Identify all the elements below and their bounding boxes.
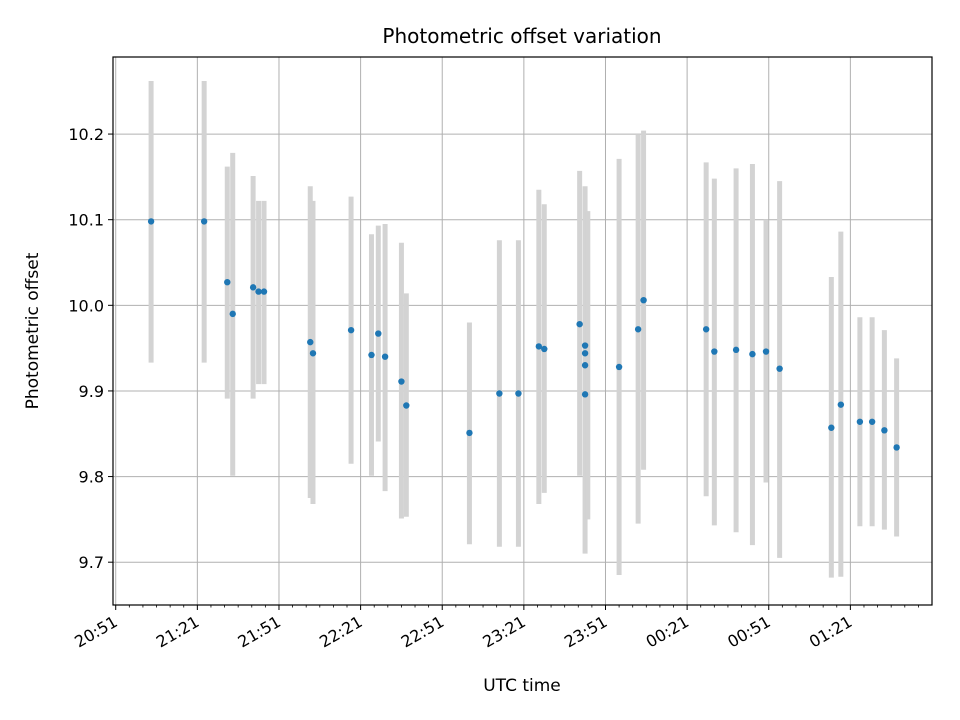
- data-point: [229, 310, 236, 318]
- data-point: [375, 330, 382, 337]
- data-point: [200, 218, 208, 225]
- data-point: [702, 326, 710, 333]
- y-tick-label: 10.0: [68, 296, 104, 315]
- data-point: [762, 348, 770, 355]
- data-point: [581, 391, 589, 398]
- y-axis-ticks: 9.7 9.8 9.9 10.0 10.1 10.2: [68, 125, 113, 572]
- data-point: [856, 418, 864, 425]
- data-point: [381, 353, 389, 360]
- data-point: [541, 345, 548, 353]
- data-point: [828, 424, 835, 431]
- data-point: [515, 390, 522, 397]
- y-tick-label: 9.8: [79, 468, 104, 487]
- y-axis-label: Photometric offset: [23, 252, 43, 409]
- data-point: [576, 320, 583, 328]
- data-point: [776, 365, 783, 372]
- data-point: [224, 278, 231, 286]
- data-point: [260, 288, 268, 295]
- data-point: [893, 444, 900, 451]
- data-point: [837, 401, 845, 408]
- data-point: [309, 350, 317, 357]
- y-tick-label: 9.7: [79, 553, 104, 572]
- y-tick-label: 10.2: [68, 125, 104, 144]
- data-point: [711, 348, 718, 355]
- data-point: [496, 390, 503, 397]
- data-point: [749, 350, 756, 358]
- data-point: [249, 284, 257, 291]
- plot-frame: [112, 56, 933, 606]
- data-point: [732, 346, 740, 354]
- data-point: [615, 363, 623, 371]
- grid: [113, 57, 932, 605]
- chart-title: Photometric offset variation: [382, 24, 661, 48]
- data-point: [535, 343, 543, 350]
- data-point: [466, 429, 473, 437]
- data-points: [147, 218, 900, 451]
- x-axis-label: UTC time: [483, 676, 561, 696]
- y-tick-label: 10.1: [68, 211, 104, 230]
- data-point: [581, 362, 589, 369]
- data-point: [640, 296, 647, 304]
- data-point: [398, 378, 405, 385]
- y-tick-label: 9.9: [79, 382, 104, 401]
- data-point: [147, 218, 155, 225]
- data-point: [347, 326, 355, 334]
- data-point: [581, 350, 589, 357]
- data-point: [868, 418, 876, 425]
- data-point: [368, 351, 375, 359]
- data-point: [581, 342, 589, 349]
- data-point: [255, 288, 262, 295]
- data-point: [634, 326, 642, 333]
- data-point: [881, 427, 888, 434]
- data-point: [403, 402, 410, 409]
- data-point: [307, 338, 314, 346]
